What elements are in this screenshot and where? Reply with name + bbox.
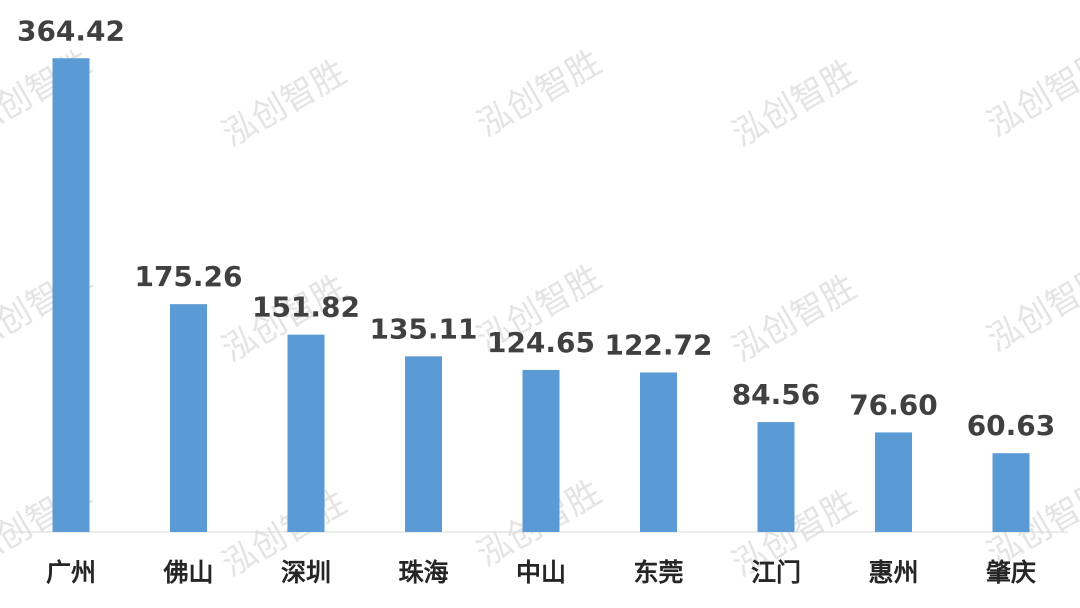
- value-label: 124.65: [487, 326, 595, 359]
- bar: [757, 422, 795, 532]
- bar: [992, 453, 1030, 532]
- x-tick-label: 惠州: [868, 558, 918, 587]
- watermark: 泓创智胜: [725, 267, 863, 370]
- x-tick-label: 广州: [46, 558, 96, 587]
- value-label: 84.56: [732, 378, 821, 411]
- x-tick-label: 中山: [516, 558, 566, 587]
- value-label: 175.26: [134, 260, 242, 293]
- watermark: 泓创智胜: [470, 42, 608, 145]
- bar: [875, 432, 912, 532]
- value-label: 364.42: [17, 14, 125, 47]
- bar: [170, 304, 207, 532]
- x-tick-label: 珠海: [398, 558, 448, 587]
- bar: [405, 356, 442, 532]
- watermark: 泓创智胜: [980, 257, 1080, 360]
- bar: [52, 58, 90, 533]
- x-tick-label: 佛山: [162, 558, 213, 587]
- x-tick-label: 东莞: [633, 558, 683, 587]
- value-label: 135.11: [369, 312, 477, 345]
- value-label: 76.60: [849, 388, 938, 421]
- watermark: 泓创智胜: [725, 52, 863, 155]
- bar: [287, 334, 325, 532]
- watermark: 泓创智胜: [980, 42, 1080, 145]
- x-tick-label: 肇庆: [986, 558, 1036, 587]
- x-tick-label: 深圳: [281, 558, 331, 587]
- watermark: 泓创智胜: [215, 52, 353, 155]
- value-label: 122.72: [604, 328, 712, 361]
- value-label: 151.82: [252, 291, 360, 324]
- value-label: 60.63: [967, 409, 1056, 442]
- bar: [522, 369, 560, 532]
- x-tick-label: 江门: [751, 558, 801, 587]
- bar: [640, 372, 677, 532]
